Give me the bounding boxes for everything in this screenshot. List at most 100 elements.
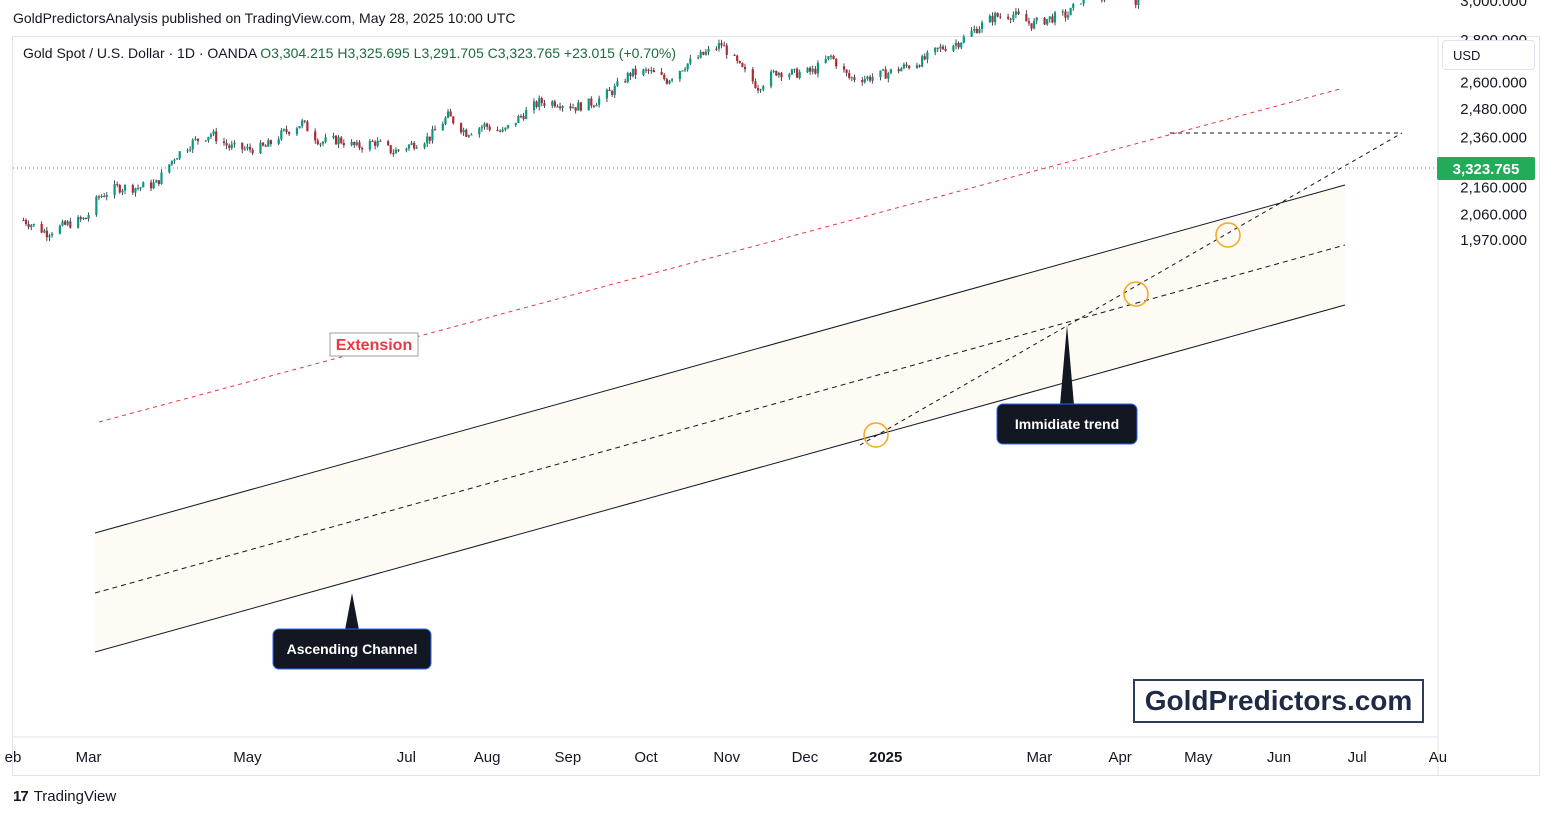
candle-body: [467, 135, 470, 137]
candle-body: [160, 172, 163, 185]
candle-body: [306, 121, 309, 132]
candle-body: [829, 55, 833, 57]
candle-body: [574, 107, 577, 111]
ohlc-legend: Gold Spot / U.S. Dollar · 1D · OANDA O3,…: [23, 45, 676, 61]
candle-body: [288, 131, 291, 135]
immediate-trend-line[interactable]: [859, 132, 1403, 446]
candle-body: [793, 68, 796, 70]
candle-body: [303, 120, 306, 122]
candle-body: [282, 129, 286, 131]
candle-body: [196, 138, 200, 142]
price-axis[interactable]: 1,970.0002,060.0002,160.0002,260.0002,36…: [1460, 0, 1527, 249]
candle-body: [488, 126, 491, 130]
candle-body: [850, 77, 853, 79]
candle-body: [918, 65, 921, 67]
candle-body: [209, 134, 213, 137]
candle-body: [975, 28, 978, 34]
candle-body: [48, 235, 51, 238]
candle-body: [261, 142, 265, 146]
ascending-channel-label: Ascending Channel: [287, 641, 418, 657]
candle-body: [863, 78, 866, 83]
candle-body: [970, 30, 973, 37]
candle-body: [496, 129, 499, 131]
candle-body: [415, 147, 418, 149]
ascending-channel-callout[interactable]: [272, 628, 432, 670]
candle-body: [736, 55, 739, 61]
currency-selector[interactable]: USD: [1442, 40, 1535, 70]
candle-body: [642, 69, 645, 75]
symbol-title[interactable]: Gold Spot / U.S. Dollar · 1D · OANDA: [23, 45, 257, 61]
candle-body: [816, 62, 820, 74]
candle-body: [551, 101, 554, 106]
candle-body: [459, 123, 463, 133]
candle-body: [82, 217, 85, 220]
candle-body: [105, 195, 108, 197]
candle-body: [626, 73, 629, 82]
candle-body: [389, 145, 392, 154]
candle-body: [926, 52, 929, 60]
candle-body: [884, 69, 887, 79]
candle-body: [142, 182, 145, 188]
candle-body: [449, 111, 452, 117]
candle-body: [790, 69, 793, 75]
candle-body: [634, 68, 637, 75]
x-tick-label: eb: [5, 749, 22, 766]
time-axis[interactable]: eb Mar May Jul Aug Sep Oct Nov Dec 2025 Mar Apr May J…: [5, 749, 1447, 766]
candle-body: [811, 68, 814, 72]
candle-body: [22, 219, 25, 221]
x-tick-label: Mar: [76, 749, 102, 766]
y-tick-label: 2,480.000: [1460, 101, 1527, 118]
footer: 17 TradingView: [13, 788, 116, 805]
candle-body: [699, 51, 702, 58]
channel-midline[interactable]: [94, 244, 1346, 594]
extension-label-box[interactable]: [329, 332, 419, 357]
candle-body: [908, 65, 911, 69]
channel-lower-line[interactable]: [94, 304, 1346, 653]
y-tick-label: 3,000.000: [1460, 0, 1527, 10]
candle-body: [97, 196, 101, 198]
candle-body: [69, 221, 72, 228]
candle-body: [796, 68, 799, 78]
candle-body: [923, 56, 926, 60]
candle-body: [113, 184, 116, 196]
candle-body: [652, 70, 655, 73]
support-circle: [1123, 281, 1149, 307]
candle-body: [900, 68, 903, 72]
candle-body: [1066, 15, 1070, 18]
candles-layer: [22, 0, 1140, 242]
candle-body: [30, 225, 33, 228]
candle-body: [579, 102, 582, 111]
candle-body: [410, 142, 413, 145]
candle-body: [452, 116, 455, 124]
candle-body: [827, 56, 830, 60]
candle-body: [1082, 0, 1085, 4]
x-tick-label: Oct: [634, 749, 658, 766]
candle-body: [136, 187, 140, 189]
immidiate-trend-pointer: [1060, 325, 1074, 405]
candle-body: [27, 224, 30, 228]
candle-body: [61, 221, 64, 226]
candle-body: [848, 72, 851, 78]
candle-body: [431, 129, 434, 141]
y-tick-label: 1,970.000: [1460, 232, 1527, 249]
footer-brand[interactable]: TradingView: [33, 788, 117, 805]
candle-body: [321, 141, 325, 144]
candle-body: [532, 101, 536, 111]
candle-body: [663, 74, 666, 80]
candle-body: [556, 106, 559, 108]
candle-body: [1069, 7, 1072, 16]
channel-upper-line[interactable]: [94, 184, 1346, 534]
candle-body: [535, 101, 538, 108]
candle-body: [780, 72, 783, 78]
candle-body: [204, 140, 207, 142]
candle-body: [1027, 21, 1031, 24]
immidiate-trend-callout[interactable]: [996, 403, 1138, 445]
tradingview-logo-icon[interactable]: 17: [13, 788, 29, 805]
candle-body: [379, 140, 382, 142]
x-tick-label: 2025: [869, 749, 902, 766]
candle-body: [889, 69, 892, 74]
extension-line[interactable]: [98, 88, 1341, 423]
candle-body: [973, 28, 976, 31]
candle-body: [334, 135, 338, 145]
